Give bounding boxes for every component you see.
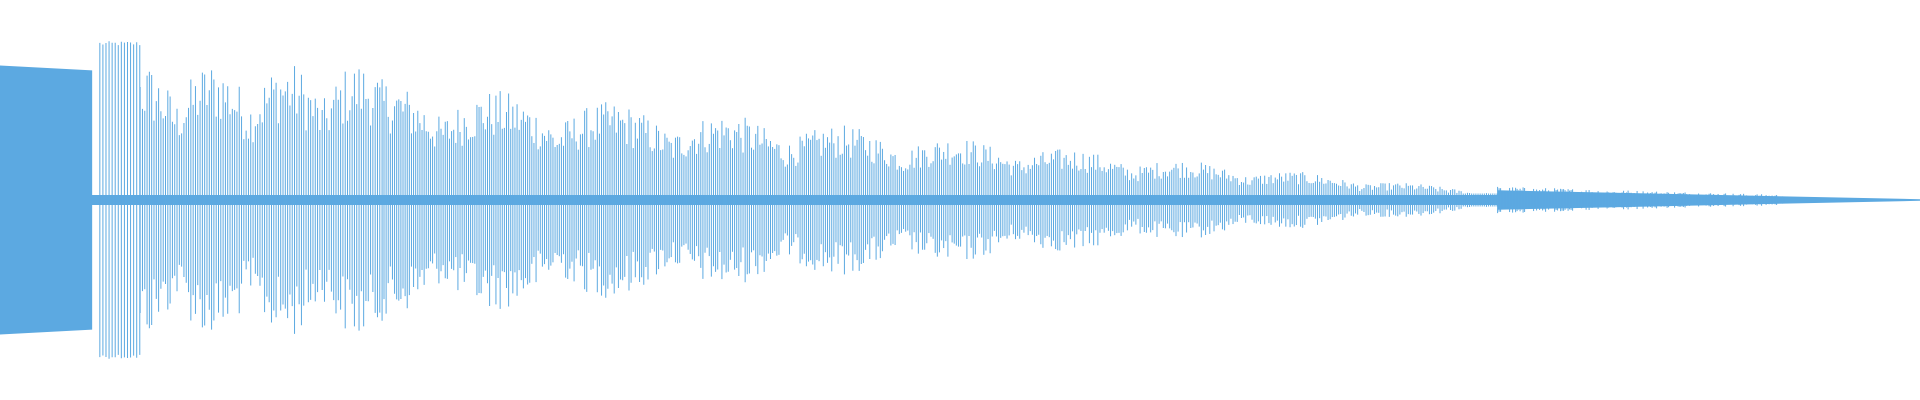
waveform-solid-block xyxy=(0,65,93,335)
waveform-center-band xyxy=(0,195,1498,205)
waveform-lines xyxy=(0,41,1920,359)
